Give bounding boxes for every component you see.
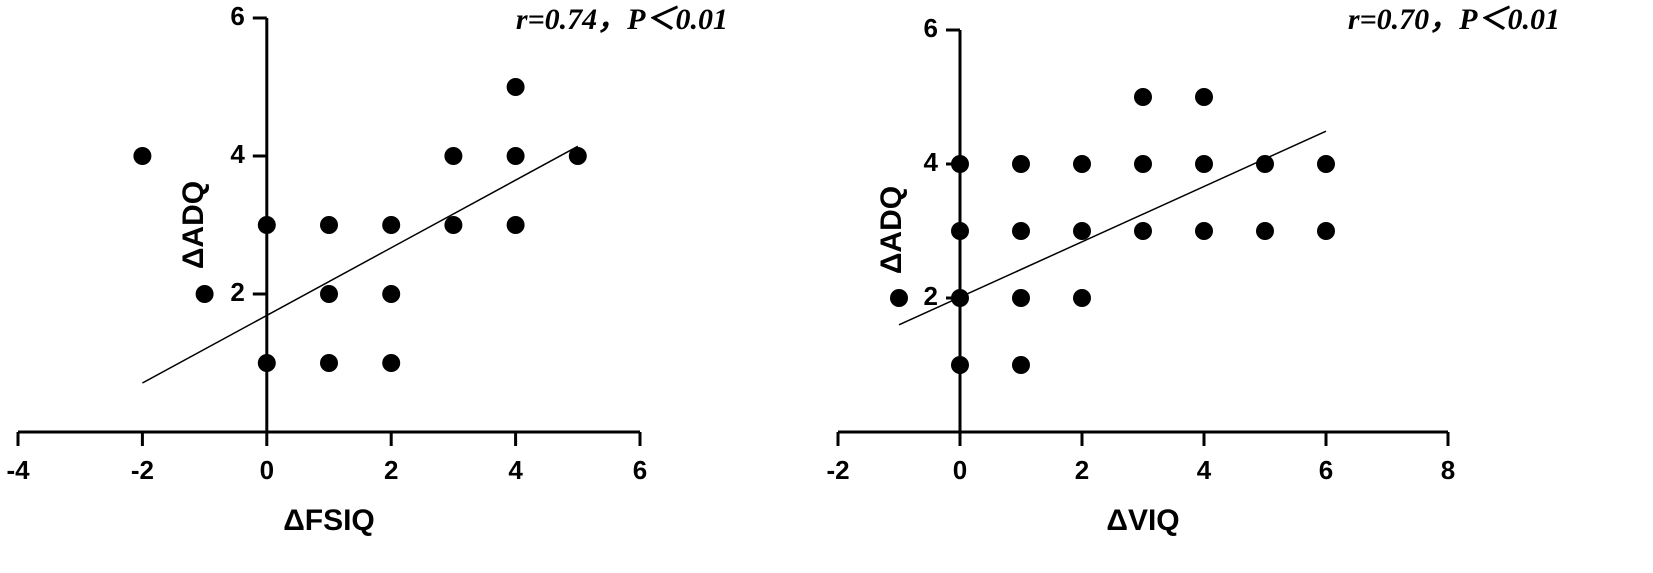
x-tick-label: 0 xyxy=(260,455,274,485)
point xyxy=(1134,222,1152,240)
point xyxy=(195,285,214,303)
point xyxy=(506,216,525,234)
y-tick-label: 4 xyxy=(230,139,245,169)
point xyxy=(1195,155,1213,173)
point xyxy=(951,289,969,307)
x-tick-label: 6 xyxy=(633,455,647,485)
y-tick-label: 6 xyxy=(230,1,244,31)
point xyxy=(1073,289,1091,307)
x-tick-label: 4 xyxy=(508,455,523,485)
point xyxy=(951,356,969,374)
x-tick-label: 4 xyxy=(1197,455,1212,485)
point xyxy=(382,354,401,372)
point xyxy=(1256,155,1274,173)
x-tick-label: -2 xyxy=(131,455,154,485)
x-axis-label: ΔVIQ xyxy=(1106,504,1179,537)
point xyxy=(568,147,587,165)
trendline xyxy=(898,130,1327,326)
y-axis-label: ΔADQ xyxy=(177,181,210,269)
point xyxy=(1012,155,1030,173)
point xyxy=(951,155,969,173)
x-tick-label: -2 xyxy=(826,455,849,485)
point xyxy=(1073,155,1091,173)
point xyxy=(1256,222,1274,240)
point xyxy=(320,285,338,303)
point xyxy=(506,78,525,96)
point xyxy=(1317,222,1335,240)
point xyxy=(890,289,908,307)
point xyxy=(444,147,463,165)
annotation: r=0.70，P＜0.01 xyxy=(1348,3,1560,36)
point xyxy=(1195,88,1213,106)
point xyxy=(1012,222,1030,240)
point xyxy=(506,147,525,165)
point xyxy=(1134,155,1152,173)
x-axis-label: ΔFSIQ xyxy=(283,504,375,537)
x-tick-label: 0 xyxy=(953,455,967,485)
x-tick-label: 2 xyxy=(384,455,398,485)
point xyxy=(382,285,401,303)
point xyxy=(320,354,338,372)
point xyxy=(257,216,276,234)
annotation: r=0.74，P＜0.01 xyxy=(516,3,728,36)
point xyxy=(1073,222,1091,240)
point xyxy=(951,222,969,240)
y-tick-label: 2 xyxy=(230,277,244,307)
x-tick-label: 8 xyxy=(1441,455,1455,485)
point xyxy=(1012,289,1030,307)
y-tick-label: 6 xyxy=(924,13,938,43)
x-tick-label: 2 xyxy=(1075,455,1089,485)
y-axis-label: ΔADQ xyxy=(875,186,908,274)
point xyxy=(1317,155,1335,173)
y-tick-label: 2 xyxy=(924,281,938,311)
point xyxy=(382,216,401,234)
trendline xyxy=(142,145,579,384)
point xyxy=(257,354,276,372)
point xyxy=(1195,222,1213,240)
point xyxy=(444,216,463,234)
point xyxy=(1134,88,1152,106)
point xyxy=(133,147,152,165)
x-tick-label: -4 xyxy=(6,455,30,485)
x-tick-label: 6 xyxy=(1319,455,1333,485)
point xyxy=(1012,356,1030,374)
point xyxy=(320,216,338,234)
y-tick-label: 4 xyxy=(924,147,939,177)
